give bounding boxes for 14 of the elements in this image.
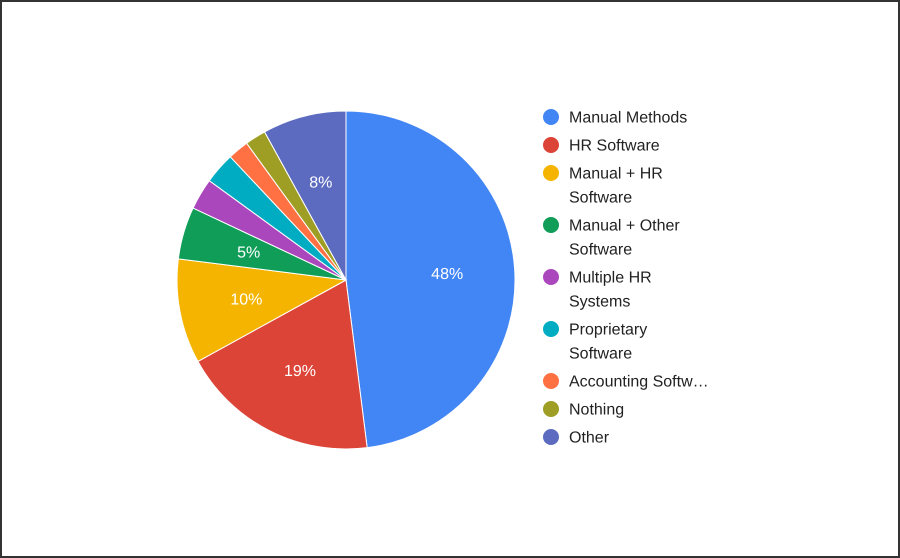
data-label: 19% bbox=[284, 362, 316, 380]
legend-label: Multiple HR Systems bbox=[569, 270, 652, 311]
legend-label: Accounting Softw… bbox=[569, 374, 709, 391]
legend-label: HR Software bbox=[569, 138, 660, 155]
legend-label: Manual + Other Software bbox=[569, 218, 680, 259]
legend-label: Proprietary Software bbox=[569, 322, 648, 363]
data-label: 8% bbox=[309, 174, 332, 192]
legend-label: Manual Methods bbox=[569, 110, 688, 127]
data-label: 10% bbox=[230, 292, 262, 309]
legend-label: Other bbox=[569, 430, 610, 447]
data-label: 48% bbox=[431, 266, 464, 284]
data-label: 5% bbox=[237, 244, 260, 262]
legend-label: Manual + HR Software bbox=[569, 166, 663, 207]
legend-label: Nothing bbox=[569, 402, 624, 419]
